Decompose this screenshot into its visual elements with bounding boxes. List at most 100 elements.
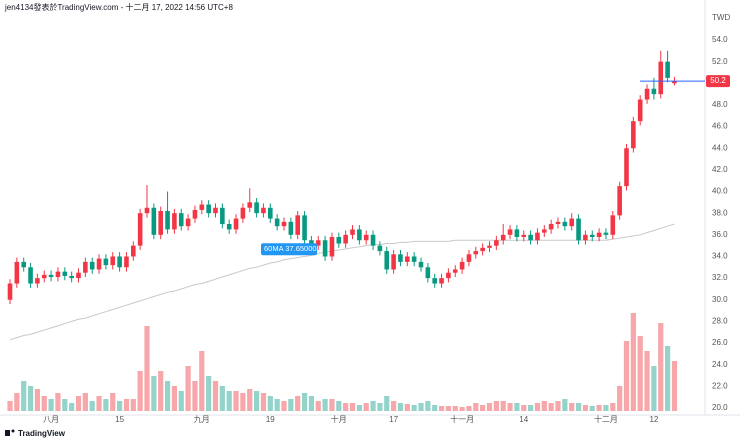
candle-body: [363, 234, 369, 241]
candle-body: [28, 267, 33, 284]
volume-bar: [452, 406, 458, 411]
candle-body: [315, 240, 321, 246]
volume-bar: [89, 401, 95, 411]
volume-bar: [671, 361, 678, 411]
candle-body: [83, 261, 88, 273]
candle-body: [247, 202, 253, 208]
volume-bar: [62, 399, 68, 411]
volume-bar: [96, 396, 102, 411]
candle-body: [137, 213, 143, 246]
candle-body: [178, 213, 184, 227]
volume-bar: [226, 391, 232, 411]
candle-body: [405, 256, 410, 262]
volume-bar: [528, 405, 534, 411]
volume-bar: [281, 401, 287, 411]
candle-body: [89, 261, 95, 270]
candle-body: [459, 261, 465, 270]
candle-body: [576, 218, 581, 241]
y-tick-label: 46.0: [712, 122, 728, 131]
x-tick-label: 九月: [194, 415, 210, 424]
x-tick-label: 14: [519, 415, 528, 424]
volume-bar: [219, 386, 225, 411]
candle-body: [384, 251, 390, 270]
volume-bar: [493, 401, 499, 411]
candle-body: [151, 207, 157, 235]
volume-bar: [596, 405, 602, 411]
volume-bar: [391, 401, 397, 411]
volume-bar: [404, 404, 410, 411]
x-tick-label: 15: [115, 415, 124, 424]
y-tick-label: 20.0: [712, 403, 728, 412]
candle-body: [96, 258, 102, 270]
candle-body: [528, 234, 533, 241]
candle-body: [665, 61, 670, 78]
volume-bar: [432, 405, 438, 411]
candle-body: [569, 218, 574, 227]
volume-bar: [82, 393, 88, 411]
volume-bar: [534, 403, 541, 411]
candle-body: [398, 254, 403, 262]
volume-bar: [158, 371, 164, 411]
candle-body: [446, 272, 451, 279]
candle-body: [158, 211, 163, 235]
candle-body: [391, 254, 396, 270]
candle-body: [535, 232, 540, 241]
volume-bar: [192, 381, 198, 411]
volume-bar: [322, 399, 328, 411]
volume-bar: [507, 403, 513, 411]
header: jen4134發表於TradingView.com - 十二月 17, 2022…: [4, 2, 233, 12]
candle-body: [240, 207, 246, 219]
y-tick-label: 40.0: [712, 187, 728, 196]
volume-bar: [637, 336, 643, 411]
volume-bar: [438, 406, 445, 411]
y-tick-label: 26.0: [712, 338, 728, 347]
candle-body: [466, 254, 472, 262]
candle-body: [220, 207, 225, 224]
candle-body: [206, 204, 211, 214]
volume-bar: [500, 401, 506, 411]
candle-body: [548, 224, 554, 230]
candle-body: [555, 221, 561, 224]
candle-body: [254, 202, 259, 214]
volume-bar: [103, 399, 109, 411]
volume-bar: [117, 401, 123, 411]
candle-body: [631, 121, 636, 149]
volume-bar: [254, 391, 260, 411]
candle-body: [507, 229, 513, 235]
volume-bar: [651, 366, 657, 411]
candle-body: [500, 234, 506, 241]
volume-bar: [171, 386, 177, 411]
volume-bar: [240, 393, 246, 411]
volume-bar: [541, 401, 547, 411]
volume-bar: [356, 405, 362, 411]
candle-body: [124, 256, 129, 268]
candle-body: [672, 81, 677, 84]
candle-body: [144, 207, 150, 214]
volume-bar: [233, 391, 239, 411]
volume-bar: [48, 399, 54, 411]
y-tick-label: 44.0: [712, 143, 728, 152]
candle-body: [281, 221, 287, 227]
y-tick-label: 52.0: [712, 57, 728, 66]
candle-body: [7, 283, 13, 300]
volume-bar: [363, 403, 369, 411]
candle-body: [658, 61, 664, 95]
volume-bar: [110, 393, 116, 411]
volume-bar: [521, 405, 527, 411]
volume-bar: [466, 406, 472, 411]
volume-bar: [185, 366, 191, 411]
volume-bar: [151, 376, 157, 411]
y-tick-label: 28.0: [712, 317, 728, 326]
candle-body: [487, 245, 492, 248]
volume-bar: [377, 403, 383, 411]
volume-bar: [199, 351, 205, 411]
candle-body: [583, 234, 588, 241]
y-tick-label: 48.0: [712, 100, 728, 109]
volume-bar: [308, 396, 314, 411]
candle-body: [261, 207, 266, 214]
volume-bar: [75, 396, 82, 411]
candle-body: [268, 207, 273, 219]
candle-body: [76, 272, 81, 279]
candle-body: [336, 236, 342, 244]
